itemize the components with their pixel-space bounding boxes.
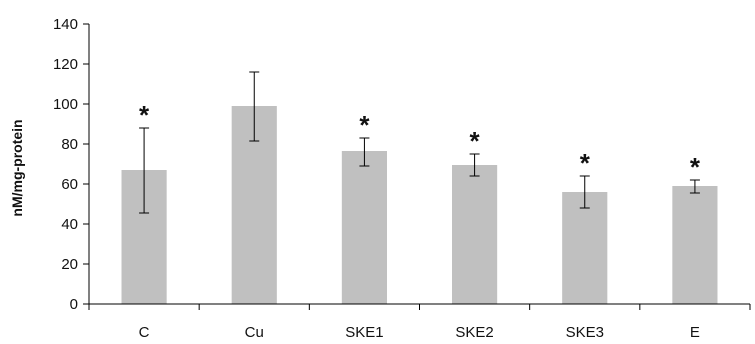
significance-markers: * * * * * [139, 100, 701, 182]
significance-star: * [470, 126, 481, 156]
x-tick-label: SKE3 [566, 324, 604, 341]
y-axis: 0 20 40 60 80 100 120 140 [53, 16, 90, 313]
x-tick-label: SKE1 [345, 324, 383, 341]
significance-star: * [359, 110, 370, 140]
x-axis: C Cu SKE1 SKE2 SKE3 E [88, 303, 751, 341]
x-tick-label: C [139, 324, 150, 341]
y-tick-label: 120 [53, 56, 78, 73]
y-tick-label: 100 [53, 96, 78, 113]
x-tick-label: E [690, 324, 700, 341]
bar [341, 151, 388, 304]
y-tick-label: 20 [61, 256, 78, 273]
y-tick-label: 40 [61, 216, 78, 233]
y-tick-label: 80 [61, 136, 78, 153]
error-bars-group [139, 71, 700, 214]
y-tick-label: 0 [70, 296, 78, 313]
significance-star: * [139, 100, 150, 130]
significance-star: * [690, 152, 701, 182]
x-tick-label: SKE2 [455, 324, 493, 341]
x-tick-label: Cu [245, 324, 264, 341]
y-axis-title: nM/mg-protein [9, 119, 25, 216]
bar [562, 192, 608, 304]
bars-group [121, 106, 718, 304]
significance-star: * [580, 148, 591, 178]
bar [672, 186, 718, 304]
bar [451, 165, 498, 304]
y-tick-label: 60 [61, 176, 78, 193]
y-tick-label: 140 [53, 16, 78, 33]
